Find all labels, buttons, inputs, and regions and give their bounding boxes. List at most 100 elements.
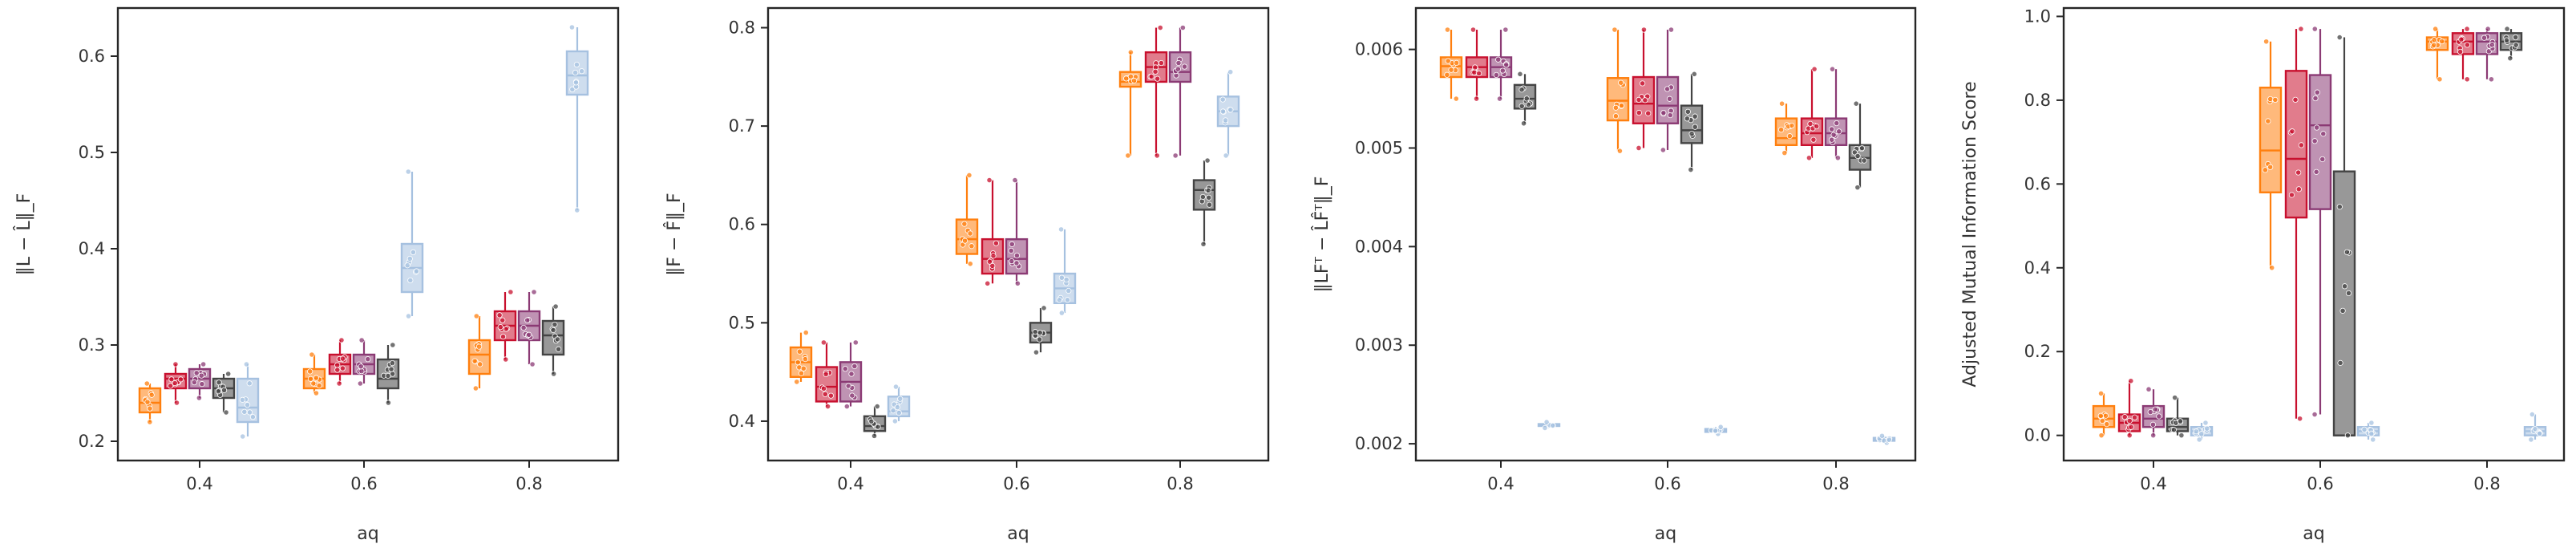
data-point [569,86,576,93]
data-point [892,384,900,390]
data-point [1667,112,1673,119]
data-point [1499,67,1506,74]
data-point [2126,417,2133,424]
data-point [1155,75,1161,82]
data-point [550,327,556,334]
data-point [1612,113,1620,120]
data-point [385,400,391,406]
data-point [2313,168,2319,175]
data-point [556,346,562,352]
data-point [1660,147,1666,153]
box-plot [1704,424,1728,437]
data-point [316,383,322,389]
box-iqr [2259,87,2283,193]
y-tick-label: 0.002 [1355,434,1403,453]
data-point [1037,330,1043,336]
data-point [1525,101,1532,108]
x-tick-label: 0.8 [516,474,542,493]
data-point [413,268,420,274]
chart-panel: 0.0 0.2 0.4 0.6 0.8 1.0 0.4 0.6 0.8 aq Adjusted Mu… [1960,6,2566,544]
data-point [848,371,855,377]
data-point [1519,103,1525,109]
data-point [475,343,483,350]
data-point [1125,152,1131,159]
data-point [1223,152,1229,159]
data-point [1858,145,1866,152]
data-point [2319,156,2326,163]
data-point [1829,136,1835,143]
data-point [2121,414,2128,420]
data-point [1778,127,1785,133]
data-point [2320,131,2327,137]
data-point [1664,86,1671,92]
data-point [849,392,855,399]
data-point [803,330,809,336]
data-point [2532,426,2538,432]
data-point [1851,149,1858,156]
x-axis-label: aq [1655,524,1676,544]
data-point [1807,120,1814,127]
data-point [241,408,248,415]
data-point [2289,128,2295,135]
data-point [1036,336,1043,343]
data-point [225,371,232,377]
box-plot [887,384,911,424]
data-point [868,418,875,424]
data-point [1810,136,1817,143]
data-point [1692,113,1698,120]
data-point [2311,26,2318,32]
data-point [2298,142,2304,148]
data-point [2431,37,2437,43]
data-point [845,383,851,389]
data-point [795,359,801,366]
data-point [572,69,579,76]
data-point [2464,76,2470,83]
box-plot [1118,49,1142,159]
chart-panel: 0.2 0.3 0.4 0.5 0.6 0.4 0.6 0.8 aq ‖L − L̂‖_F [14,6,620,544]
data-point [551,371,557,377]
plot-frame [1414,6,1917,462]
data-point [1008,247,1014,254]
data-point [385,372,391,379]
data-point [2341,283,2348,290]
data-point [215,388,222,395]
box-plot [2332,34,2356,439]
data-point [477,361,483,367]
data-point [2262,167,2268,173]
x-tick-label: 0.8 [2473,474,2500,493]
data-point [2370,436,2376,443]
data-point [1811,66,1818,72]
box-plot [1632,26,1656,152]
box-plot [541,303,565,377]
data-point [1519,87,1525,93]
data-point [2202,420,2209,426]
data-point [2436,76,2443,83]
data-point [2292,96,2299,103]
data-point [1502,26,1509,33]
data-point [890,408,896,414]
box-plot [328,337,352,387]
data-point [2312,95,2319,102]
data-point [1612,26,1618,33]
data-point [390,342,396,348]
data-point [1445,58,1451,64]
data-point [1542,424,1548,432]
x-tick-label: 0.6 [350,474,377,493]
data-point [1219,96,1226,103]
chart-panel: 0.4 0.5 0.6 0.7 0.8 0.4 0.6 0.8 aq ‖F − F̂‖_F [664,6,1270,544]
box-plot [1192,157,1216,247]
box-plot [493,289,517,363]
data-point [1668,26,1675,33]
data-point [144,380,150,387]
data-point [574,207,580,213]
data-point [572,79,580,86]
data-point [1227,69,1234,75]
data-point [198,372,204,379]
data-point [2099,417,2105,424]
box-plot [1513,71,1537,127]
data-point [827,392,835,399]
box-plot [2117,378,2141,439]
data-point [168,383,174,389]
data-point [216,379,222,386]
